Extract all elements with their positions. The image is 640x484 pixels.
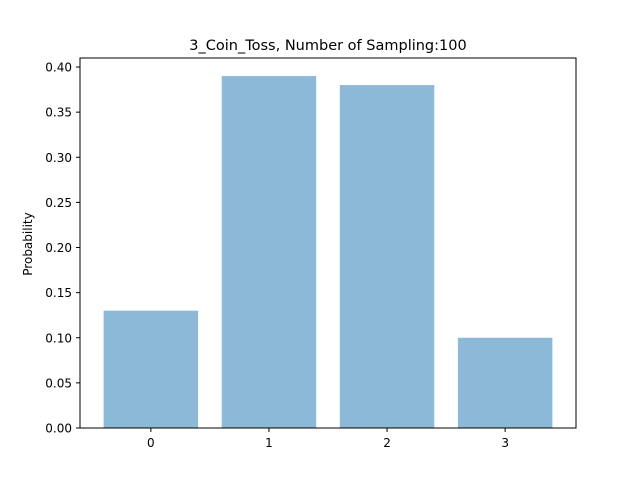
y-tick-label-0.15: 0.15 [45, 286, 72, 300]
bars-layer [103, 76, 553, 429]
x-tick-label-0: 0 [147, 436, 155, 450]
y-tick-label-0.25: 0.25 [45, 196, 72, 210]
plot-frame [79, 57, 577, 429]
y-tick-label-0.10: 0.10 [45, 331, 72, 345]
x-tick-label-2: 2 [383, 436, 391, 450]
bar-1 [221, 76, 317, 429]
x-tick-label-1: 1 [265, 436, 273, 450]
y-tick-label-0.30: 0.30 [45, 151, 72, 165]
bar-3 [457, 337, 553, 428]
y-tick-label-0.40: 0.40 [45, 61, 72, 75]
y-tick-label-0.05: 0.05 [45, 376, 72, 390]
y-tick-label-0.20: 0.20 [45, 241, 72, 255]
chart-title: 3_Coin_Toss, Number of Sampling:100 [189, 38, 466, 54]
y-tick-label-0.00: 0.00 [45, 422, 72, 436]
bar-0 [103, 310, 199, 428]
ticks-layer: 0 1 2 3 0.00 0.05 0.10 0.15 0.20 0.25 0.30 0.35 0.40 [45, 61, 509, 450]
bar-2 [339, 85, 435, 428]
y-axis-label: Probability [21, 212, 35, 275]
x-tick-label-3: 3 [501, 436, 509, 450]
y-tick-label-0.35: 0.35 [45, 106, 72, 120]
